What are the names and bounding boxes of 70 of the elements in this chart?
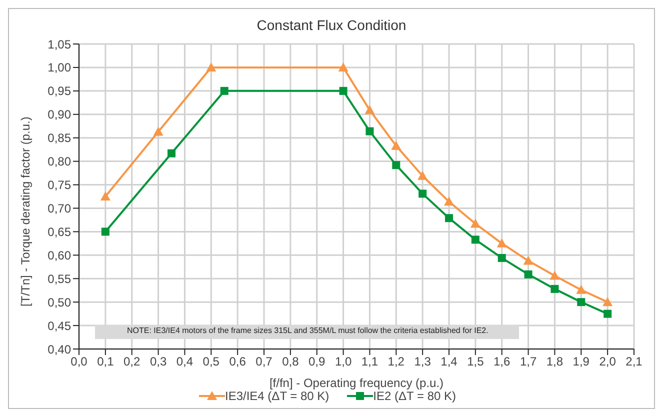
point (418, 190, 427, 198)
y-tick-label: 0,45 (48, 318, 72, 333)
y-tick-label: 0,95 (48, 84, 72, 98)
y-tick-label: 0,85 (48, 131, 72, 146)
point (168, 149, 176, 158)
x-tick-label: 1,5 (467, 354, 484, 369)
point (364, 105, 375, 114)
point (339, 86, 348, 95)
point (418, 170, 428, 180)
y-tick-label: 1,05 (48, 37, 72, 52)
y-tick-label: 1,00 (48, 60, 72, 75)
annotation: NOTE: IE3/IE4 motors of the frame sizes 315L and 355M/L must follow the criteria established for IE2. (127, 326, 488, 335)
legend-label: IE2 (ΔT = 80 K) (373, 389, 456, 403)
x-tick-label: 2,0 (599, 354, 616, 369)
point (444, 196, 454, 206)
x-tick-label: 1,1 (361, 354, 378, 369)
x-tick-label: 1,2 (388, 354, 405, 369)
x-tick-label: 0,3 (150, 354, 167, 369)
x-tick-label: 0,5 (202, 354, 220, 369)
point (496, 238, 507, 248)
point (100, 192, 110, 200)
y-tick-label: 0,50 (48, 295, 72, 310)
point (550, 270, 560, 280)
point (498, 254, 506, 262)
point (445, 214, 453, 222)
y-tick-label: 0,75 (48, 178, 72, 192)
y-tick-label: 0,80 (48, 154, 72, 169)
x-tick-label: 0,6 (229, 354, 246, 369)
point (220, 86, 228, 95)
point (550, 284, 559, 293)
x-tick-label: 1,7 (520, 354, 537, 369)
point (604, 310, 612, 318)
point (602, 297, 613, 306)
x-tick-label: 0,8 (282, 354, 300, 369)
x-tick-label: 1,8 (546, 354, 564, 369)
y-tick-label: 0,55 (48, 272, 72, 286)
x-tick-label: 1,0 (334, 354, 352, 369)
y-tick-label: 0,40 (48, 342, 72, 356)
point (576, 284, 586, 294)
point (471, 236, 480, 244)
point (153, 126, 164, 136)
x-axis-title: [f/fn] - Operating frequency (p.u.) (269, 376, 444, 390)
point (366, 127, 374, 136)
y-tick-label: 0,60 (48, 248, 72, 262)
x-tick-label: 0,0 (70, 354, 88, 369)
y-axis-title: [T/Tn] - Torque derating factor (p.u.) (18, 116, 32, 306)
point (101, 228, 110, 236)
x-tick-label: 0,2 (124, 354, 141, 369)
point (391, 140, 402, 150)
x-tick-label: 1,4 (440, 354, 458, 369)
point (338, 62, 348, 72)
point (577, 298, 586, 306)
x-tick-label: 0,9 (308, 354, 326, 369)
point (470, 218, 480, 228)
point (392, 161, 400, 170)
x-tick-label: 2,1 (626, 354, 643, 369)
x-tick-label: 1,3 (414, 354, 432, 369)
x-tick-label: 0,1 (97, 354, 114, 369)
point (524, 270, 532, 278)
y-tick-label: 0,70 (48, 201, 72, 216)
x-tick-label: 0,7 (256, 354, 273, 369)
chart-title: Constant Flux Condition (256, 17, 408, 33)
legend-label: IE3/IE4 (ΔT = 80 K) (224, 389, 330, 403)
x-tick-label: 0,4 (176, 354, 194, 369)
x-tick-label: 1,9 (572, 354, 590, 369)
point (206, 62, 216, 72)
point (523, 256, 534, 265)
x-tick-label: 1,6 (494, 354, 511, 369)
y-tick-label: 0,90 (48, 108, 72, 122)
y-tick-label: 0,65 (48, 224, 72, 239)
